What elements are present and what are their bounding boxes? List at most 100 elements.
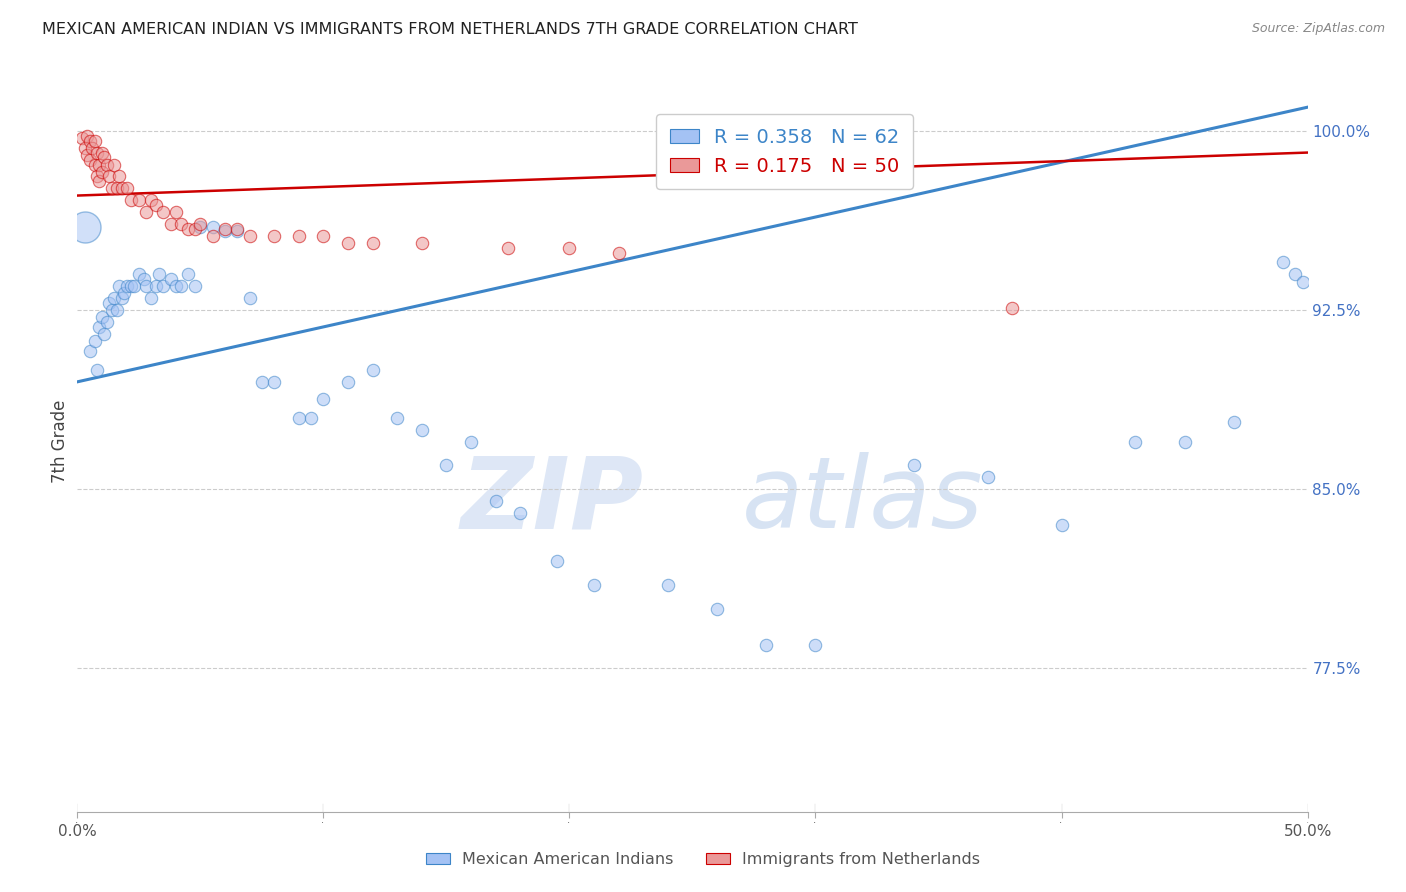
Point	[105, 303, 128, 318]
Point	[546, 554, 568, 568]
Point	[558, 241, 581, 255]
Point	[509, 506, 531, 520]
Point	[177, 268, 200, 282]
Point	[460, 434, 482, 449]
Text: ZIP: ZIP	[460, 452, 644, 549]
Point	[145, 279, 167, 293]
Point	[214, 224, 236, 238]
Legend: Mexican American Indians, Immigrants from Netherlands: Mexican American Indians, Immigrants fro…	[419, 846, 987, 873]
Point	[103, 291, 125, 305]
Point	[263, 375, 285, 389]
Point	[152, 205, 174, 219]
Point	[79, 343, 101, 358]
Point	[86, 169, 108, 184]
Point	[170, 279, 193, 293]
Point	[111, 181, 132, 195]
Point	[1223, 416, 1246, 430]
Point	[141, 291, 163, 305]
Point	[115, 279, 138, 293]
Point	[288, 410, 311, 425]
Point	[135, 205, 157, 219]
Point	[89, 174, 111, 188]
Point	[90, 164, 114, 178]
Point	[141, 194, 163, 208]
Point	[115, 181, 138, 195]
Point	[1284, 268, 1306, 282]
Point	[128, 194, 150, 208]
Point	[70, 131, 93, 145]
Point	[263, 229, 285, 244]
Point	[83, 334, 105, 349]
Point	[111, 291, 132, 305]
Point	[184, 222, 207, 236]
Text: atlas: atlas	[742, 452, 983, 549]
Point	[122, 279, 145, 293]
Point	[160, 217, 183, 231]
Point	[82, 141, 104, 155]
Text: MEXICAN AMERICAN INDIAN VS IMMIGRANTS FROM NETHERLANDS 7TH GRADE CORRELATION CHA: MEXICAN AMERICAN INDIAN VS IMMIGRANTS FR…	[42, 22, 858, 37]
Point	[73, 219, 96, 234]
Point	[226, 222, 249, 236]
Point	[239, 291, 262, 305]
Point	[128, 268, 150, 282]
Point	[288, 229, 311, 244]
Point	[755, 638, 778, 652]
Point	[312, 392, 335, 406]
Point	[170, 217, 193, 231]
Point	[86, 363, 108, 377]
Point	[214, 222, 236, 236]
Point	[411, 236, 433, 251]
Point	[299, 410, 322, 425]
Point	[108, 279, 131, 293]
Point	[1125, 434, 1147, 449]
Point	[190, 217, 212, 231]
Point	[165, 279, 187, 293]
Point	[201, 219, 224, 234]
Point	[86, 145, 108, 160]
Point	[337, 375, 360, 389]
Point	[89, 319, 111, 334]
Point	[76, 128, 98, 143]
Point	[148, 268, 170, 282]
Point	[607, 245, 630, 260]
Point	[83, 157, 105, 171]
Point	[1001, 301, 1024, 315]
Point	[226, 224, 249, 238]
Point	[101, 303, 124, 318]
Point	[135, 279, 157, 293]
Point	[76, 148, 98, 162]
Point	[145, 198, 167, 212]
Point	[411, 423, 433, 437]
Point	[121, 194, 143, 208]
Point	[98, 169, 121, 184]
Point	[496, 241, 519, 255]
Point	[250, 375, 273, 389]
Point	[436, 458, 458, 473]
Point	[83, 134, 105, 148]
Point	[93, 327, 115, 342]
Point	[1174, 434, 1197, 449]
Point	[190, 219, 212, 234]
Point	[132, 272, 155, 286]
Point	[804, 638, 827, 652]
Point	[90, 145, 114, 160]
Text: Source: ZipAtlas.com: Source: ZipAtlas.com	[1251, 22, 1385, 36]
Point	[160, 272, 183, 286]
Point	[90, 310, 114, 325]
Point	[98, 296, 121, 310]
Point	[89, 157, 111, 171]
Point	[93, 150, 115, 164]
Point	[485, 494, 508, 508]
Point	[79, 134, 101, 148]
Point	[1272, 255, 1295, 269]
Point	[108, 169, 131, 184]
Point	[165, 205, 187, 219]
Point	[177, 222, 200, 236]
Point	[312, 229, 335, 244]
Point	[103, 157, 125, 171]
Point	[583, 578, 606, 592]
Point	[101, 181, 124, 195]
Point	[79, 153, 101, 167]
Point	[977, 470, 1000, 484]
Point	[96, 157, 118, 171]
